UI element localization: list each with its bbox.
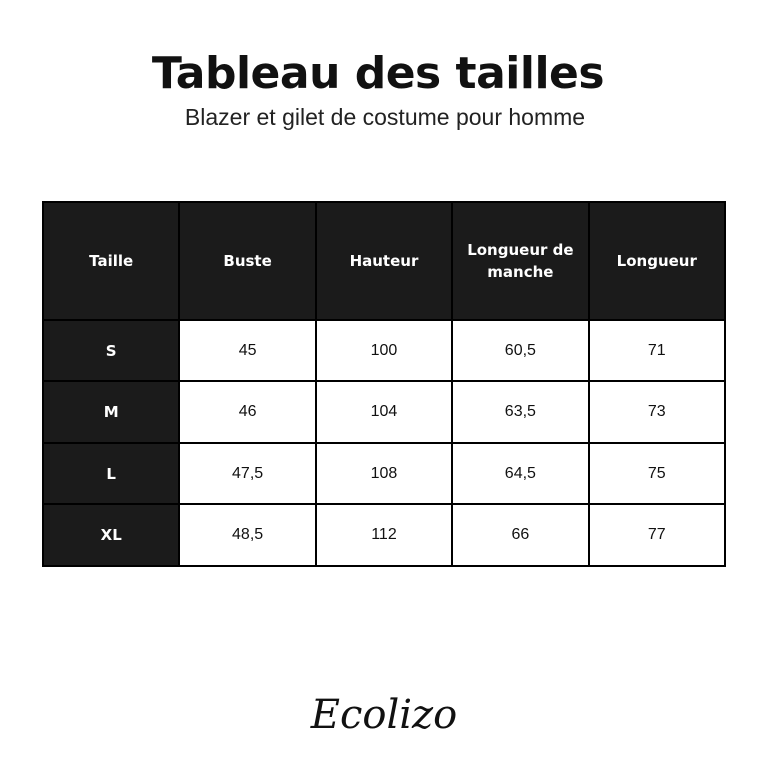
value-cell: 64,5 [451,441,590,506]
value-cell: 112 [314,503,454,567]
header-cell: Longueur [587,201,727,321]
value-cell: 71 [587,318,727,383]
table-row: XL 48,5 112 66 77 [41,503,727,567]
table-header-row: Taille Buste Hauteur Longueur de manche … [41,201,727,321]
header-cell: Buste [178,201,317,321]
value-cell: 66 [451,503,590,567]
size-table: Taille Buste Hauteur Longueur de manche … [41,201,727,567]
value-cell: 75 [587,441,727,506]
value-cell: 45 [178,318,317,383]
value-cell: 46 [178,380,317,444]
value-cell: 100 [314,318,454,383]
header-cell: Hauteur [314,201,454,321]
table-row: S 45 100 60,5 71 [41,318,727,383]
value-cell: 60,5 [451,318,590,383]
value-cell: 108 [314,441,454,506]
value-cell: 47,5 [178,441,317,506]
page-title: Tableau des tailles [151,48,605,99]
size-cell: M [41,380,181,444]
page-subtitle: Blazer et gilet de costume pour homme [184,104,586,130]
table-row: M 46 104 63,5 73 [41,380,727,444]
value-cell: 104 [314,380,454,444]
size-cell: L [41,441,181,506]
value-cell: 77 [587,503,727,567]
size-cell: S [41,318,181,383]
header-cell: Taille [41,201,181,321]
size-cell: XL [41,503,181,567]
value-cell: 48,5 [178,503,317,567]
brand-logo: Ecolizo [310,692,458,738]
table-row: L 47,5 108 64,5 75 [41,441,727,506]
header-cell: Longueur de manche [451,201,590,321]
value-cell: 73 [587,380,727,444]
value-cell: 63,5 [451,380,590,444]
